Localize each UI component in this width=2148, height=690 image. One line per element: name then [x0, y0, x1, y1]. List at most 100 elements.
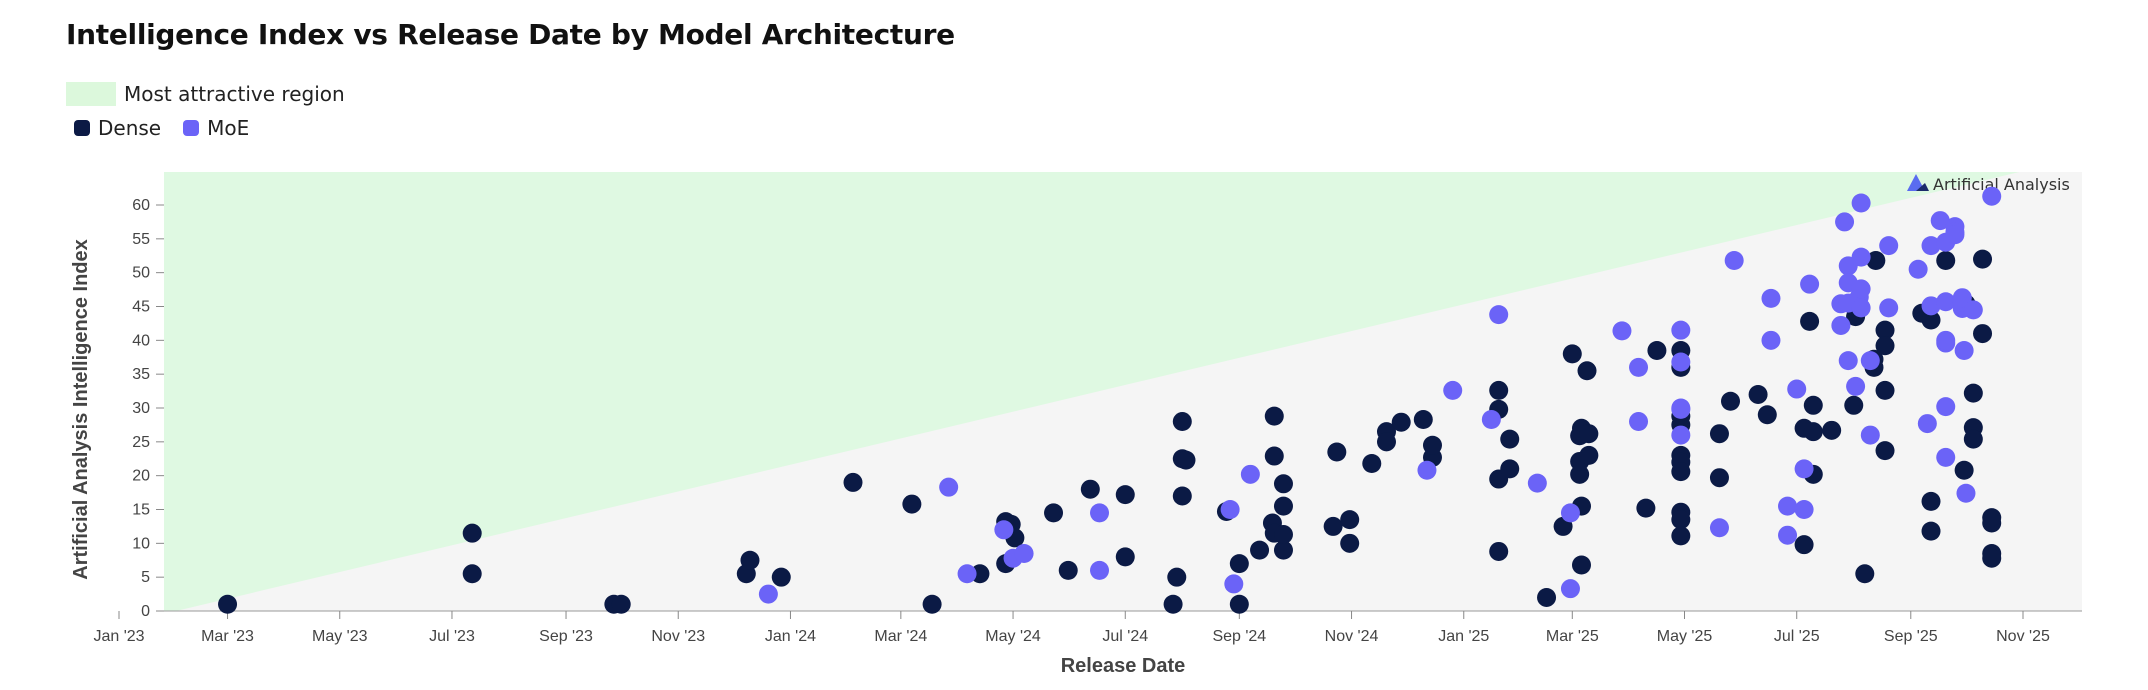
moe-point[interactable] [1860, 351, 1880, 371]
moe-point[interactable] [1800, 274, 1820, 294]
legend-item-moe[interactable]: MoE [183, 116, 249, 140]
dense-point[interactable] [1757, 405, 1777, 425]
dense-point[interactable] [1866, 250, 1886, 270]
moe-point[interactable] [1240, 464, 1260, 484]
moe-point[interactable] [1527, 473, 1547, 493]
dense-point[interactable] [1362, 453, 1382, 473]
moe-point[interactable] [1778, 525, 1798, 545]
moe-point[interactable] [1838, 351, 1858, 371]
dense-point[interactable] [1264, 406, 1284, 426]
moe-point[interactable] [1224, 574, 1244, 594]
dense-point[interactable] [740, 550, 760, 570]
moe-point[interactable] [1954, 340, 1974, 360]
dense-point[interactable] [1489, 380, 1509, 400]
moe-point[interactable] [1220, 500, 1240, 519]
dense-point[interactable] [1973, 324, 1993, 344]
dense-point[interactable] [922, 594, 942, 614]
dense-point[interactable] [611, 594, 631, 614]
dense-point[interactable] [1579, 445, 1599, 465]
dense-point[interactable] [771, 567, 791, 587]
dense-point[interactable] [1636, 498, 1656, 518]
moe-point[interactable] [1851, 298, 1871, 318]
dense-point[interactable] [1500, 429, 1520, 449]
moe-point[interactable] [1851, 247, 1871, 267]
moe-point[interactable] [957, 564, 977, 584]
series-legend[interactable]: Dense MoE [74, 116, 271, 140]
dense-point[interactable] [1327, 442, 1347, 462]
dense-point[interactable] [1172, 486, 1192, 506]
moe-point[interactable] [1671, 399, 1691, 419]
dense-point[interactable] [1489, 541, 1509, 561]
dense-point[interactable] [462, 564, 482, 584]
legend-item-dense[interactable]: Dense [74, 116, 161, 140]
moe-point[interactable] [1851, 193, 1871, 213]
dense-point[interactable] [1080, 479, 1100, 499]
dense-point[interactable] [1264, 446, 1284, 466]
dense-point[interactable] [1273, 540, 1293, 560]
moe-point[interactable] [1443, 380, 1463, 400]
dense-point[interactable] [1803, 422, 1823, 442]
moe-point[interactable] [1787, 379, 1807, 399]
moe-point[interactable] [1936, 447, 1956, 467]
moe-point[interactable] [1831, 315, 1851, 335]
dense-point[interactable] [1571, 555, 1591, 575]
dense-point[interactable] [1709, 424, 1729, 444]
dense-point[interactable] [1921, 521, 1941, 541]
dense-point[interactable] [1794, 535, 1814, 555]
dense-point[interactable] [1229, 594, 1249, 614]
moe-point[interactable] [1921, 296, 1941, 316]
moe-point[interactable] [1090, 560, 1110, 580]
moe-point[interactable] [1945, 225, 1965, 245]
dense-point[interactable] [1229, 554, 1249, 574]
dense-point[interactable] [1748, 384, 1768, 404]
dense-point[interactable] [1855, 564, 1875, 584]
dense-point[interactable] [1058, 560, 1078, 580]
dense-point[interactable] [1577, 361, 1597, 381]
moe-point[interactable] [1936, 330, 1956, 350]
dense-point[interactable] [1875, 441, 1895, 461]
moe-point[interactable] [1761, 288, 1781, 308]
dense-point[interactable] [462, 523, 482, 543]
moe-point[interactable] [1936, 292, 1956, 312]
moe-point[interactable] [1417, 460, 1437, 480]
dense-point[interactable] [1273, 474, 1293, 494]
dense-point[interactable] [1413, 410, 1433, 430]
dense-point[interactable] [1172, 412, 1192, 432]
dense-point[interactable] [1340, 510, 1360, 530]
moe-point[interactable] [1560, 579, 1580, 599]
moe-point[interactable] [1560, 503, 1580, 523]
dense-point[interactable] [1340, 533, 1360, 553]
dense-point[interactable] [1875, 320, 1895, 340]
dense-point[interactable] [1671, 510, 1691, 530]
dense-point[interactable] [1982, 513, 2002, 533]
moe-point[interactable] [939, 477, 959, 497]
dense-point[interactable] [1323, 516, 1343, 536]
dense-point[interactable] [1921, 491, 1941, 511]
dense-point[interactable] [218, 594, 238, 614]
dense-point[interactable] [1176, 450, 1196, 470]
moe-point[interactable] [1671, 352, 1691, 372]
moe-point[interactable] [994, 520, 1014, 540]
moe-point[interactable] [1921, 236, 1941, 256]
dense-point[interactable] [1800, 311, 1820, 331]
moe-point[interactable] [1709, 518, 1729, 538]
dense-point[interactable] [902, 494, 922, 514]
moe-point[interactable] [1724, 250, 1744, 270]
moe-point[interactable] [1982, 186, 2002, 206]
dense-point[interactable] [1963, 383, 1983, 403]
dense-point[interactable] [1044, 503, 1064, 523]
dense-point[interactable] [1921, 310, 1941, 330]
dense-point[interactable] [1973, 249, 1993, 269]
dense-point[interactable] [1671, 462, 1691, 482]
dense-point[interactable] [1115, 485, 1135, 505]
moe-point[interactable] [1671, 425, 1691, 445]
moe-point[interactable] [1917, 414, 1937, 434]
moe-point[interactable] [1879, 236, 1899, 256]
dense-point[interactable] [1875, 380, 1895, 400]
dense-point[interactable] [1273, 496, 1293, 516]
moe-point[interactable] [1835, 212, 1855, 232]
moe-point[interactable] [1481, 410, 1501, 430]
dense-point[interactable] [1163, 594, 1183, 614]
dense-point[interactable] [1963, 429, 1983, 449]
dense-point[interactable] [1954, 460, 1974, 480]
